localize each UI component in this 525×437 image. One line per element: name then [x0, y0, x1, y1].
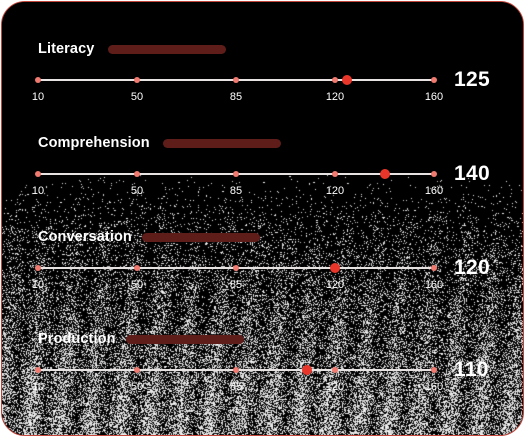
tick-label: 50: [130, 279, 144, 291]
slider-value: 140: [454, 162, 490, 185]
tick-label: 160: [424, 381, 444, 393]
tick-label: 120: [325, 279, 345, 291]
slider-value: 120: [454, 256, 490, 279]
slider-label: Conversation: [38, 229, 132, 245]
slider-tick: [431, 171, 437, 177]
slider-tick: [134, 171, 140, 177]
slider-label: Production: [38, 331, 116, 347]
level-bar: [163, 139, 281, 148]
level-bar: [108, 45, 226, 54]
tick-label: 85: [229, 381, 243, 393]
slider-tick: [431, 265, 437, 271]
slider-tick: [134, 265, 140, 271]
slider-tick: [233, 171, 239, 177]
tick-label: 160: [424, 279, 444, 291]
slider-tick: [332, 77, 338, 83]
slider-value: 110: [454, 358, 489, 381]
tick-label: 85: [229, 91, 243, 103]
tick-label: 10: [31, 279, 45, 291]
level-bar: [126, 335, 244, 344]
slider-tick: [332, 367, 338, 373]
tick-label: 10: [31, 91, 45, 103]
slider-knob[interactable]: [330, 263, 340, 273]
tick-label: 50: [130, 381, 144, 393]
tick-label: 120: [325, 91, 345, 103]
slider-row-literacy: Literacy 10 50 85 120 160 125: [2, 38, 523, 132]
slider-label: Literacy: [38, 41, 95, 57]
slider-tick: [332, 171, 338, 177]
slider-tick: [233, 367, 239, 373]
slider-value: 125: [454, 68, 490, 91]
tick-label: 50: [130, 185, 144, 197]
tick-label: 160: [424, 185, 444, 197]
slider-label: Comprehension: [38, 135, 150, 151]
slider-knob[interactable]: [301, 365, 312, 375]
slider-tick: [134, 77, 140, 83]
tick-label: 85: [229, 185, 243, 197]
tick-label: 10: [31, 185, 45, 197]
slider-tick: [233, 77, 239, 83]
tick-label: 120: [325, 185, 345, 197]
tick-label: 85: [229, 279, 243, 291]
tick-label: 50: [130, 91, 144, 103]
slider-knob[interactable]: [379, 169, 390, 179]
slider-tick: [431, 367, 437, 373]
slider-knob[interactable]: [342, 75, 353, 85]
slider-tick: [233, 265, 239, 271]
tick-label: 160: [424, 91, 444, 103]
level-bar: [142, 233, 260, 242]
slider-row-comprehension: Comprehension 10 50 85 120 160 140: [2, 132, 523, 226]
slider-row-production: Production 10 50 85 120 160 110: [2, 328, 523, 422]
slider-tick: [35, 265, 41, 271]
slider-tick: [35, 77, 41, 83]
slider-tick: [35, 367, 41, 373]
tick-label: 120: [325, 381, 345, 393]
slider-tick: [35, 171, 41, 177]
tick-label: 10: [31, 381, 45, 393]
slider-row-conversation: Conversation 10 50 85 120 160 120: [2, 226, 523, 320]
slider-tick: [134, 367, 140, 373]
slider-tick: [431, 77, 437, 83]
